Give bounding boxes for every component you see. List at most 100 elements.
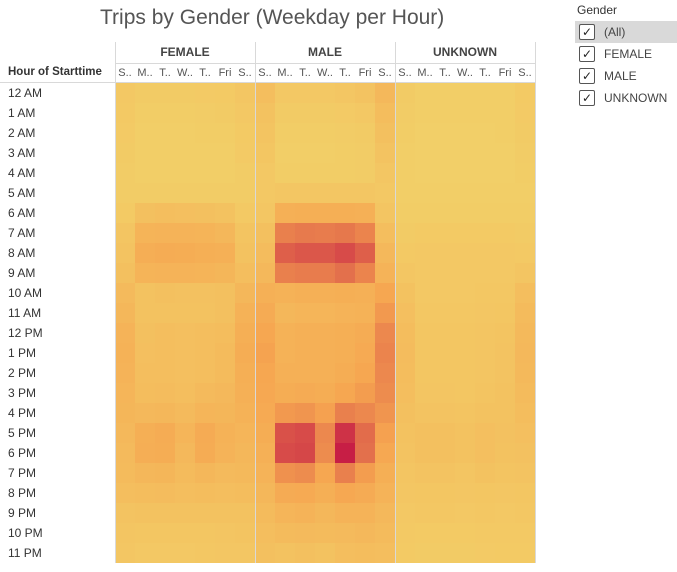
heatmap-cell[interactable] [335,103,355,123]
heatmap-cell[interactable] [315,223,335,243]
heatmap-cell[interactable] [495,303,515,323]
heatmap-cell[interactable] [515,463,535,483]
checkbox-icon[interactable]: ✓ [579,68,595,84]
heatmap-cell[interactable] [515,223,535,243]
heatmap-cell[interactable] [235,283,255,303]
heatmap-cell[interactable] [335,223,355,243]
heatmap-cell[interactable] [315,403,335,423]
heatmap-cell[interactable] [175,183,195,203]
heatmap-cell[interactable] [255,243,275,263]
heatmap-cell[interactable] [275,163,295,183]
heatmap-cell[interactable] [495,443,515,463]
heatmap-cell[interactable] [175,83,195,103]
heatmap-cell[interactable] [315,423,335,443]
heatmap-cell[interactable] [455,383,475,403]
heatmap-cell[interactable] [135,423,155,443]
heatmap-cell[interactable] [315,243,335,263]
heatmap-cell[interactable] [275,83,295,103]
heatmap-cell[interactable] [495,163,515,183]
heatmap-cell[interactable] [255,463,275,483]
heatmap-cell[interactable] [335,343,355,363]
heatmap-cell[interactable] [475,183,495,203]
heatmap-cell[interactable] [175,103,195,123]
heatmap-cell[interactable] [255,503,275,523]
heatmap-cell[interactable] [315,103,335,123]
heatmap-cell[interactable] [375,503,395,523]
heatmap-cell[interactable] [375,383,395,403]
heatmap-cell[interactable] [235,103,255,123]
heatmap-cell[interactable] [175,503,195,523]
heatmap-cell[interactable] [475,443,495,463]
heatmap-cell[interactable] [515,263,535,283]
heatmap-cell[interactable] [215,503,235,523]
heatmap-cell[interactable] [295,123,315,143]
heatmap-cell[interactable] [255,303,275,323]
heatmap-cell[interactable] [355,543,375,563]
heatmap-cell[interactable] [335,443,355,463]
heatmap-cell[interactable] [255,543,275,563]
heatmap-cell[interactable] [415,203,435,223]
heatmap-cell[interactable] [155,443,175,463]
heatmap-cell[interactable] [495,83,515,103]
heatmap-cell[interactable] [475,103,495,123]
heatmap-cell[interactable] [335,163,355,183]
heatmap-cell[interactable] [115,423,135,443]
heatmap-cell[interactable] [175,143,195,163]
heatmap-cell[interactable] [395,143,415,163]
heatmap-cell[interactable] [175,243,195,263]
heatmap-cell[interactable] [255,323,275,343]
heatmap-cell[interactable] [235,143,255,163]
heatmap-cell[interactable] [495,503,515,523]
heatmap-cell[interactable] [375,163,395,183]
heatmap-cell[interactable] [335,263,355,283]
heatmap-cell[interactable] [315,523,335,543]
heatmap-cell[interactable] [395,463,415,483]
heatmap-cell[interactable] [455,343,475,363]
heatmap-cell[interactable] [435,403,455,423]
heatmap-cell[interactable] [235,323,255,343]
heatmap-cell[interactable] [295,283,315,303]
heatmap-cell[interactable] [455,183,475,203]
heatmap-cell[interactable] [115,463,135,483]
heatmap-cell[interactable] [275,503,295,523]
heatmap-cell[interactable] [455,303,475,323]
heatmap-cell[interactable] [195,523,215,543]
heatmap-cell[interactable] [235,243,255,263]
heatmap-cell[interactable] [415,363,435,383]
heatmap-cell[interactable] [515,283,535,303]
heatmap-cell[interactable] [415,543,435,563]
heatmap-cell[interactable] [275,543,295,563]
heatmap-cell[interactable] [195,83,215,103]
heatmap-cell[interactable] [275,443,295,463]
heatmap-cell[interactable] [415,343,435,363]
heatmap-cell[interactable] [175,403,195,423]
heatmap-cell[interactable] [375,363,395,383]
heatmap-cell[interactable] [415,423,435,443]
heatmap-cell[interactable] [515,83,535,103]
heatmap-cell[interactable] [275,203,295,223]
heatmap-cell[interactable] [395,323,415,343]
filter-item-all[interactable]: ✓ (All) [575,21,677,43]
heatmap-cell[interactable] [235,383,255,403]
heatmap-cell[interactable] [295,423,315,443]
heatmap-cell[interactable] [295,183,315,203]
heatmap-cell[interactable] [515,163,535,183]
heatmap-cell[interactable] [275,303,295,323]
heatmap-cell[interactable] [475,303,495,323]
heatmap-cell[interactable] [315,483,335,503]
heatmap-cell[interactable] [515,303,535,323]
heatmap-cell[interactable] [435,123,455,143]
heatmap-cell[interactable] [195,323,215,343]
heatmap-cell[interactable] [235,83,255,103]
heatmap-cell[interactable] [135,143,155,163]
heatmap-cell[interactable] [115,183,135,203]
heatmap-cell[interactable] [275,103,295,123]
heatmap-cell[interactable] [195,183,215,203]
heatmap-cell[interactable] [115,143,135,163]
heatmap-cell[interactable] [175,523,195,543]
heatmap-cell[interactable] [195,243,215,263]
heatmap-cell[interactable] [275,323,295,343]
heatmap-cell[interactable] [195,223,215,243]
heatmap-cell[interactable] [235,483,255,503]
heatmap-cell[interactable] [355,463,375,483]
